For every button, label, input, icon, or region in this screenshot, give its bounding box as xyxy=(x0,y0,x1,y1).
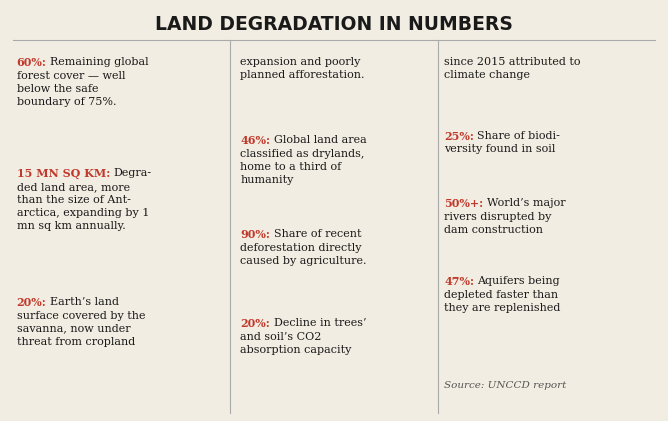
Text: Global land area: Global land area xyxy=(240,135,333,145)
Text: Aquifers being: Aquifers being xyxy=(478,276,560,286)
Text: depleted faster than
they are replenished: depleted faster than they are replenishe… xyxy=(444,290,560,313)
Text: Remaining global: Remaining global xyxy=(17,57,116,67)
Text: 50%+:: 50%+: xyxy=(444,198,484,209)
Text: 20%:: 20%: xyxy=(17,297,47,308)
Text: since 2015 attributed to
climate change: since 2015 attributed to climate change xyxy=(444,57,580,80)
Text: Share of recent: Share of recent xyxy=(274,229,361,240)
Text: Share of biodi-: Share of biodi- xyxy=(444,131,527,141)
Text: LAND DEGRADATION IN NUMBERS: LAND DEGRADATION IN NUMBERS xyxy=(155,15,513,34)
Text: deforestation directly
caused by agriculture.: deforestation directly caused by agricul… xyxy=(240,243,367,266)
Text: 46%:: 46%: xyxy=(240,135,271,146)
Text: 20%:: 20%: xyxy=(240,318,271,329)
Text: World’s major: World’s major xyxy=(444,198,523,208)
Text: Global land area: Global land area xyxy=(274,135,367,145)
Text: Remaining global: Remaining global xyxy=(50,57,148,67)
Text: Aquifers being: Aquifers being xyxy=(444,276,527,286)
Text: 90%:: 90%: xyxy=(240,229,271,240)
Text: World’s major: World’s major xyxy=(487,198,565,208)
Text: surface covered by the
savanna, now under
threat from cropland: surface covered by the savanna, now unde… xyxy=(17,311,145,346)
Text: Share of biodi-: Share of biodi- xyxy=(478,131,560,141)
Text: Degra-: Degra- xyxy=(17,168,55,179)
Text: Decline in trees’: Decline in trees’ xyxy=(274,318,366,328)
Text: expansion and poorly
planned afforestation.: expansion and poorly planned afforestati… xyxy=(240,57,365,80)
Text: 25%:: 25%: xyxy=(444,131,474,141)
Text: Earth’s land: Earth’s land xyxy=(17,297,86,307)
Text: 60%:: 60%: xyxy=(17,57,47,68)
Text: and soil’s CO2
absorption capacity: and soil’s CO2 absorption capacity xyxy=(240,332,352,355)
Text: versity found in soil: versity found in soil xyxy=(444,144,556,155)
Text: forest cover — well
below the safe
boundary of 75%.: forest cover — well below the safe bound… xyxy=(17,71,125,107)
Text: Share of recent: Share of recent xyxy=(240,229,328,240)
Text: ded land area, more
than the size of Ant-
arctica, expanding by 1
mn sq km annua: ded land area, more than the size of Ant… xyxy=(17,182,149,231)
Text: 15 MN SQ KM:: 15 MN SQ KM: xyxy=(17,168,110,179)
Text: rivers disrupted by
dam construction: rivers disrupted by dam construction xyxy=(444,212,552,235)
Text: Source: UNCCD report: Source: UNCCD report xyxy=(444,381,566,390)
Text: Decline in trees’: Decline in trees’ xyxy=(240,318,333,328)
Text: Earth’s land: Earth’s land xyxy=(50,297,119,307)
Text: classified as drylands,
home to a third of
humanity: classified as drylands, home to a third … xyxy=(240,149,365,184)
Text: Degra-: Degra- xyxy=(114,168,152,179)
Text: 47%:: 47%: xyxy=(444,276,474,287)
